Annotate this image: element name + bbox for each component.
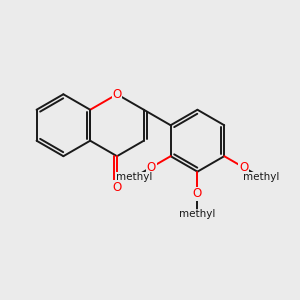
Text: O: O — [239, 161, 248, 174]
Text: methyl: methyl — [116, 172, 152, 182]
Text: O: O — [193, 188, 202, 200]
Text: O: O — [112, 181, 122, 194]
Text: methyl: methyl — [179, 209, 216, 219]
Text: O: O — [147, 161, 156, 174]
Text: methyl: methyl — [243, 172, 279, 182]
Text: O: O — [112, 88, 122, 101]
